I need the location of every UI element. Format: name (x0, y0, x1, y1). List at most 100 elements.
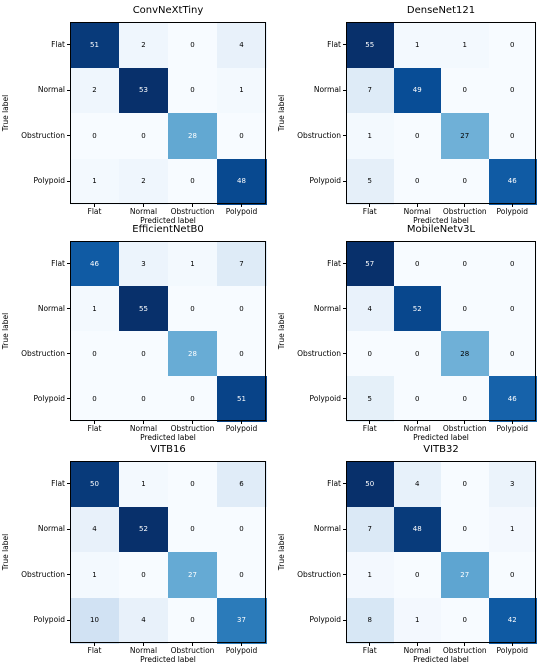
heatmap-cell (441, 506, 489, 553)
cell-value-label: 0 (239, 131, 244, 140)
heatmap-cell (70, 597, 120, 644)
plot-frame (70, 461, 266, 643)
x-tick-mark (369, 421, 371, 424)
x-axis-label: Predicted label (140, 216, 196, 225)
cell-value-label: 46 (507, 177, 517, 186)
cell-value-label: 0 (190, 40, 195, 49)
cell-value-label: 0 (510, 86, 515, 95)
y-tick-label: Obstruction (297, 569, 341, 579)
y-tick-label: Polypoid (33, 393, 65, 403)
heatmap-cell (70, 241, 120, 287)
cell-value-label: 2 (141, 177, 146, 186)
x-tick-label: Obstruction (442, 424, 487, 433)
y-tick-label: Normal (37, 85, 65, 95)
cell-value-label: 37 (237, 616, 246, 625)
cell-value-label: 27 (460, 131, 470, 140)
x-tick-label: Flat (362, 207, 377, 216)
cell-value-label: 50 (90, 479, 99, 488)
cell-value-label: 7 (367, 525, 372, 534)
cell-value-label: 0 (415, 131, 420, 140)
cell-value-label: 0 (92, 394, 97, 403)
y-tick-label: Flat (51, 478, 65, 488)
cell-value-label: 4 (239, 40, 244, 49)
cell-value-label: 0 (141, 394, 146, 403)
plot-frame (70, 22, 266, 204)
heatmap-cell (119, 552, 169, 598)
heatmap-cell (168, 67, 218, 114)
heatmap-cell (217, 22, 267, 68)
cell-value-label: 1 (92, 177, 97, 186)
chart-title: MobileNetv3L (406, 224, 476, 235)
y-tick-mark (343, 135, 346, 137)
cell-value-label: 0 (239, 525, 244, 534)
cell-value-label: 0 (510, 40, 515, 49)
y-tick-mark (343, 44, 346, 46)
x-tick-label: Obstruction (442, 646, 487, 655)
heatmap-cell (346, 286, 394, 332)
heatmap-cell (119, 331, 169, 377)
y-tick-label: Obstruction (297, 348, 341, 358)
heatmap-cell (217, 597, 267, 644)
heatmap-cell (393, 597, 442, 644)
heatmap-cell (119, 22, 169, 68)
heatmap-cell (217, 506, 267, 553)
cell-value-label: 2 (92, 86, 97, 95)
y-tick-mark (67, 263, 70, 264)
heatmap-cell (119, 67, 169, 114)
cell-value-label: 48 (412, 525, 422, 534)
cell-value-label: 0 (462, 525, 467, 534)
heatmap-cell (217, 67, 267, 114)
heatmap-cell (168, 113, 218, 159)
cell-value-label: 27 (188, 570, 197, 579)
y-tick-mark (343, 263, 346, 264)
y-tick-label: Obstruction (297, 130, 341, 140)
heatmap-cell (119, 158, 169, 205)
heatmap-cell (217, 158, 267, 205)
x-tick-label: Polypoid (496, 207, 529, 216)
heatmap-cell (168, 552, 218, 598)
heatmap-cell (168, 461, 218, 507)
cell-value-label: 0 (141, 131, 146, 140)
x-tick-mark (416, 421, 418, 424)
heatmap-cell (217, 552, 267, 598)
heatmap-cell (119, 506, 169, 553)
y-tick-mark (67, 353, 70, 354)
cell-value-label: 52 (139, 525, 148, 534)
y-tick-mark (343, 574, 346, 576)
x-tick-label: Flat (87, 207, 102, 216)
cell-value-label: 1 (92, 570, 97, 579)
heatmap-cell (70, 158, 120, 205)
x-tick-mark (241, 643, 242, 646)
y-tick-label: Flat (327, 39, 341, 49)
y-tick-label: Obstruction (21, 569, 65, 579)
y-tick-label: Flat (327, 478, 341, 488)
heatmap-cell (70, 113, 120, 159)
heatmap-cell (393, 158, 442, 205)
x-tick-mark (241, 421, 242, 424)
cell-value-label: 3 (510, 479, 515, 488)
plot-frame (70, 241, 266, 421)
heatmap-cell (488, 286, 537, 332)
cell-value-label: 0 (190, 177, 195, 186)
x-tick-mark (369, 204, 371, 207)
heatmap-cell (393, 552, 442, 598)
x-tick-label: Obstruction (170, 424, 215, 433)
y-tick-mark (343, 483, 346, 485)
y-tick-label: Polypoid (309, 615, 341, 625)
cell-value-label: 49 (412, 86, 422, 95)
x-tick-mark (464, 204, 466, 207)
y-tick-label: Flat (51, 258, 65, 268)
y-tick-mark (343, 619, 346, 621)
cell-value-label: 0 (239, 570, 244, 579)
heatmap-cell (488, 22, 537, 68)
cell-value-label: 0 (367, 349, 372, 358)
heatmap-cell (488, 461, 537, 507)
heatmap-cell (488, 67, 537, 114)
y-tick-mark (343, 398, 346, 399)
heatmap-cell (168, 506, 218, 553)
y-axis-label: True label (1, 533, 10, 571)
cell-value-label: 0 (510, 131, 515, 140)
heatmap-cell (168, 286, 218, 332)
cell-value-label: 0 (92, 349, 97, 358)
